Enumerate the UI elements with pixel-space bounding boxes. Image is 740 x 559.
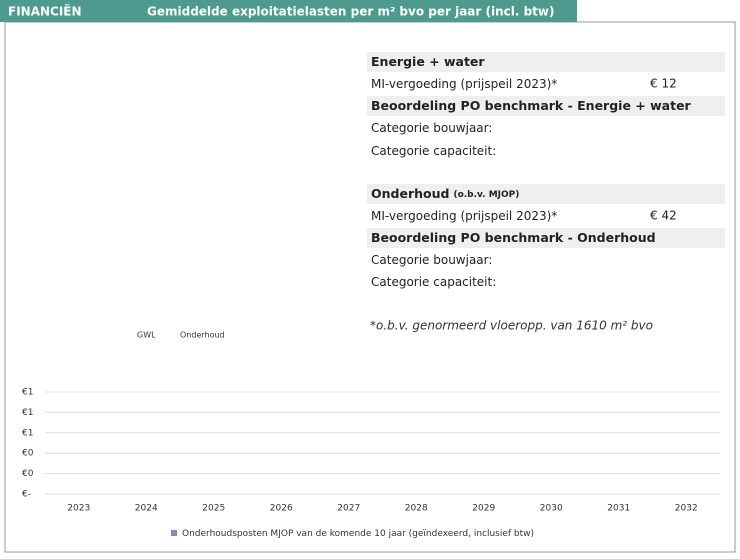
x-tick-label: 2028: [405, 504, 428, 514]
header-section: FINANCIËN: [8, 4, 82, 19]
row-heading: Beoordeling PO benchmark - Onderhoud: [371, 230, 656, 245]
label: Onderhoud: [371, 186, 449, 201]
sub-label: (o.b.v. MJOP): [453, 190, 519, 200]
legend-swatch: [171, 530, 177, 536]
x-tick-label: 2031: [607, 504, 630, 514]
header-title: Gemiddelde exploitatielasten per m² bvo …: [147, 5, 554, 19]
label: Categorie bouwjaar:: [371, 121, 492, 135]
row-bg: [367, 184, 725, 204]
y-tick-label: €1: [22, 428, 33, 438]
x-tick-label: 2027: [337, 504, 360, 514]
row-label: Categorie bouwjaar:: [371, 253, 492, 267]
y-tick-label: €1: [22, 388, 33, 398]
row-label: Categorie capaciteit:: [371, 144, 496, 158]
small-legend: Onderhoud: [180, 331, 225, 340]
chart: €- €0 €0 €1 €1 €1 2023 2024 2025 2026 2027 2028 2029…: [22, 388, 720, 539]
row-value: € 42: [650, 209, 677, 223]
label: Categorie capaciteit:: [371, 275, 496, 289]
label: MI-vergoeding (prijspeil 2023)*: [371, 209, 557, 223]
small-legend: GWL: [137, 331, 156, 340]
legend-label: Onderhoudsposten MJOP van de komende 10 …: [182, 529, 534, 539]
footnote: *o.b.v. genormeerd vloeropp. van 1610 m²…: [370, 319, 653, 333]
label: Beoordeling PO benchmark - Energie + wat…: [371, 98, 692, 113]
x-tick-label: 2032: [675, 504, 698, 514]
label: Categorie bouwjaar:: [371, 253, 492, 267]
row-bg: [367, 96, 725, 116]
y-tick-label: €1: [22, 408, 33, 418]
row-bg: [367, 52, 725, 72]
row-label: MI-vergoeding (prijspeil 2023)*: [371, 209, 557, 223]
label: Energie + water: [371, 54, 485, 69]
row-label: Categorie bouwjaar:: [371, 121, 492, 135]
header-bar: [0, 0, 577, 22]
panel: Energie + water MI-vergoeding (prijspeil …: [367, 52, 725, 289]
row-heading: Beoordeling PO benchmark - Energie + wat…: [371, 98, 692, 113]
row-heading: Energie + water: [371, 54, 485, 69]
row-label: Categorie capaciteit:: [371, 275, 496, 289]
x-tick-label: 2026: [270, 504, 293, 514]
x-tick-label: 2025: [202, 504, 225, 514]
x-tick-label: 2023: [67, 504, 90, 514]
label: Beoordeling PO benchmark - Onderhoud: [371, 230, 656, 245]
row-label: MI-vergoeding (prijspeil 2023)*: [371, 77, 557, 91]
y-tick-label: €0: [22, 449, 34, 459]
y-tick-label: €0: [22, 469, 34, 479]
row-bg: [367, 228, 725, 248]
label: MI-vergoeding (prijspeil 2023)*: [371, 77, 557, 91]
row-value: € 12: [650, 77, 677, 91]
y-tick-label: €-: [22, 490, 31, 500]
label: Categorie capaciteit:: [371, 144, 496, 158]
x-tick-label: 2024: [135, 504, 158, 514]
x-tick-label: 2030: [540, 504, 563, 514]
row-heading: Onderhoud (o.b.v. MJOP): [371, 186, 519, 201]
x-tick-label: 2029: [472, 504, 495, 514]
